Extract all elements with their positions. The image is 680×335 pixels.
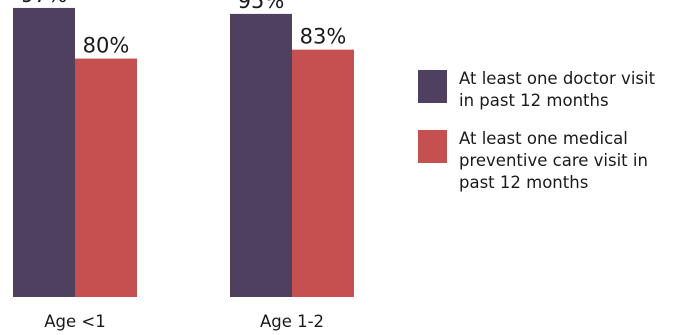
category-label-age-under-1: Age <1: [44, 312, 105, 331]
bar-preventive-care-age-1-2: [292, 49, 354, 297]
legend-item-preventive-care-visit: At least one medical preventive care vis…: [418, 128, 673, 194]
legend-label-preventive-care-visit: At least one medical preventive care vis…: [459, 129, 648, 192]
data-label-preventive-care-age-under-1: 80%: [83, 34, 130, 58]
legend-swatch-doctor-visit: [418, 70, 447, 103]
data-label-preventive-care-age-1-2: 83%: [300, 25, 347, 49]
data-label-doctor-visit-age-1-2: 95%: [238, 0, 285, 13]
data-label-doctor-visit-age-under-1: 97%: [21, 0, 68, 7]
legend-swatch-preventive-care-visit: [418, 130, 447, 163]
bar-doctor-visit-age-under-1: [13, 7, 75, 297]
legend-label-doctor-visit: At least one doctor visit in past 12 mon…: [459, 69, 656, 110]
chart-legend: At least one doctor visit in past 12 mon…: [418, 68, 673, 210]
bar-doctor-visit-age-1-2: [230, 13, 292, 298]
bar-preventive-care-age-under-1: [75, 58, 137, 297]
legend-item-doctor-visit: At least one doctor visit in past 12 mon…: [418, 68, 673, 112]
category-label-age-1-2: Age 1-2: [260, 312, 324, 331]
